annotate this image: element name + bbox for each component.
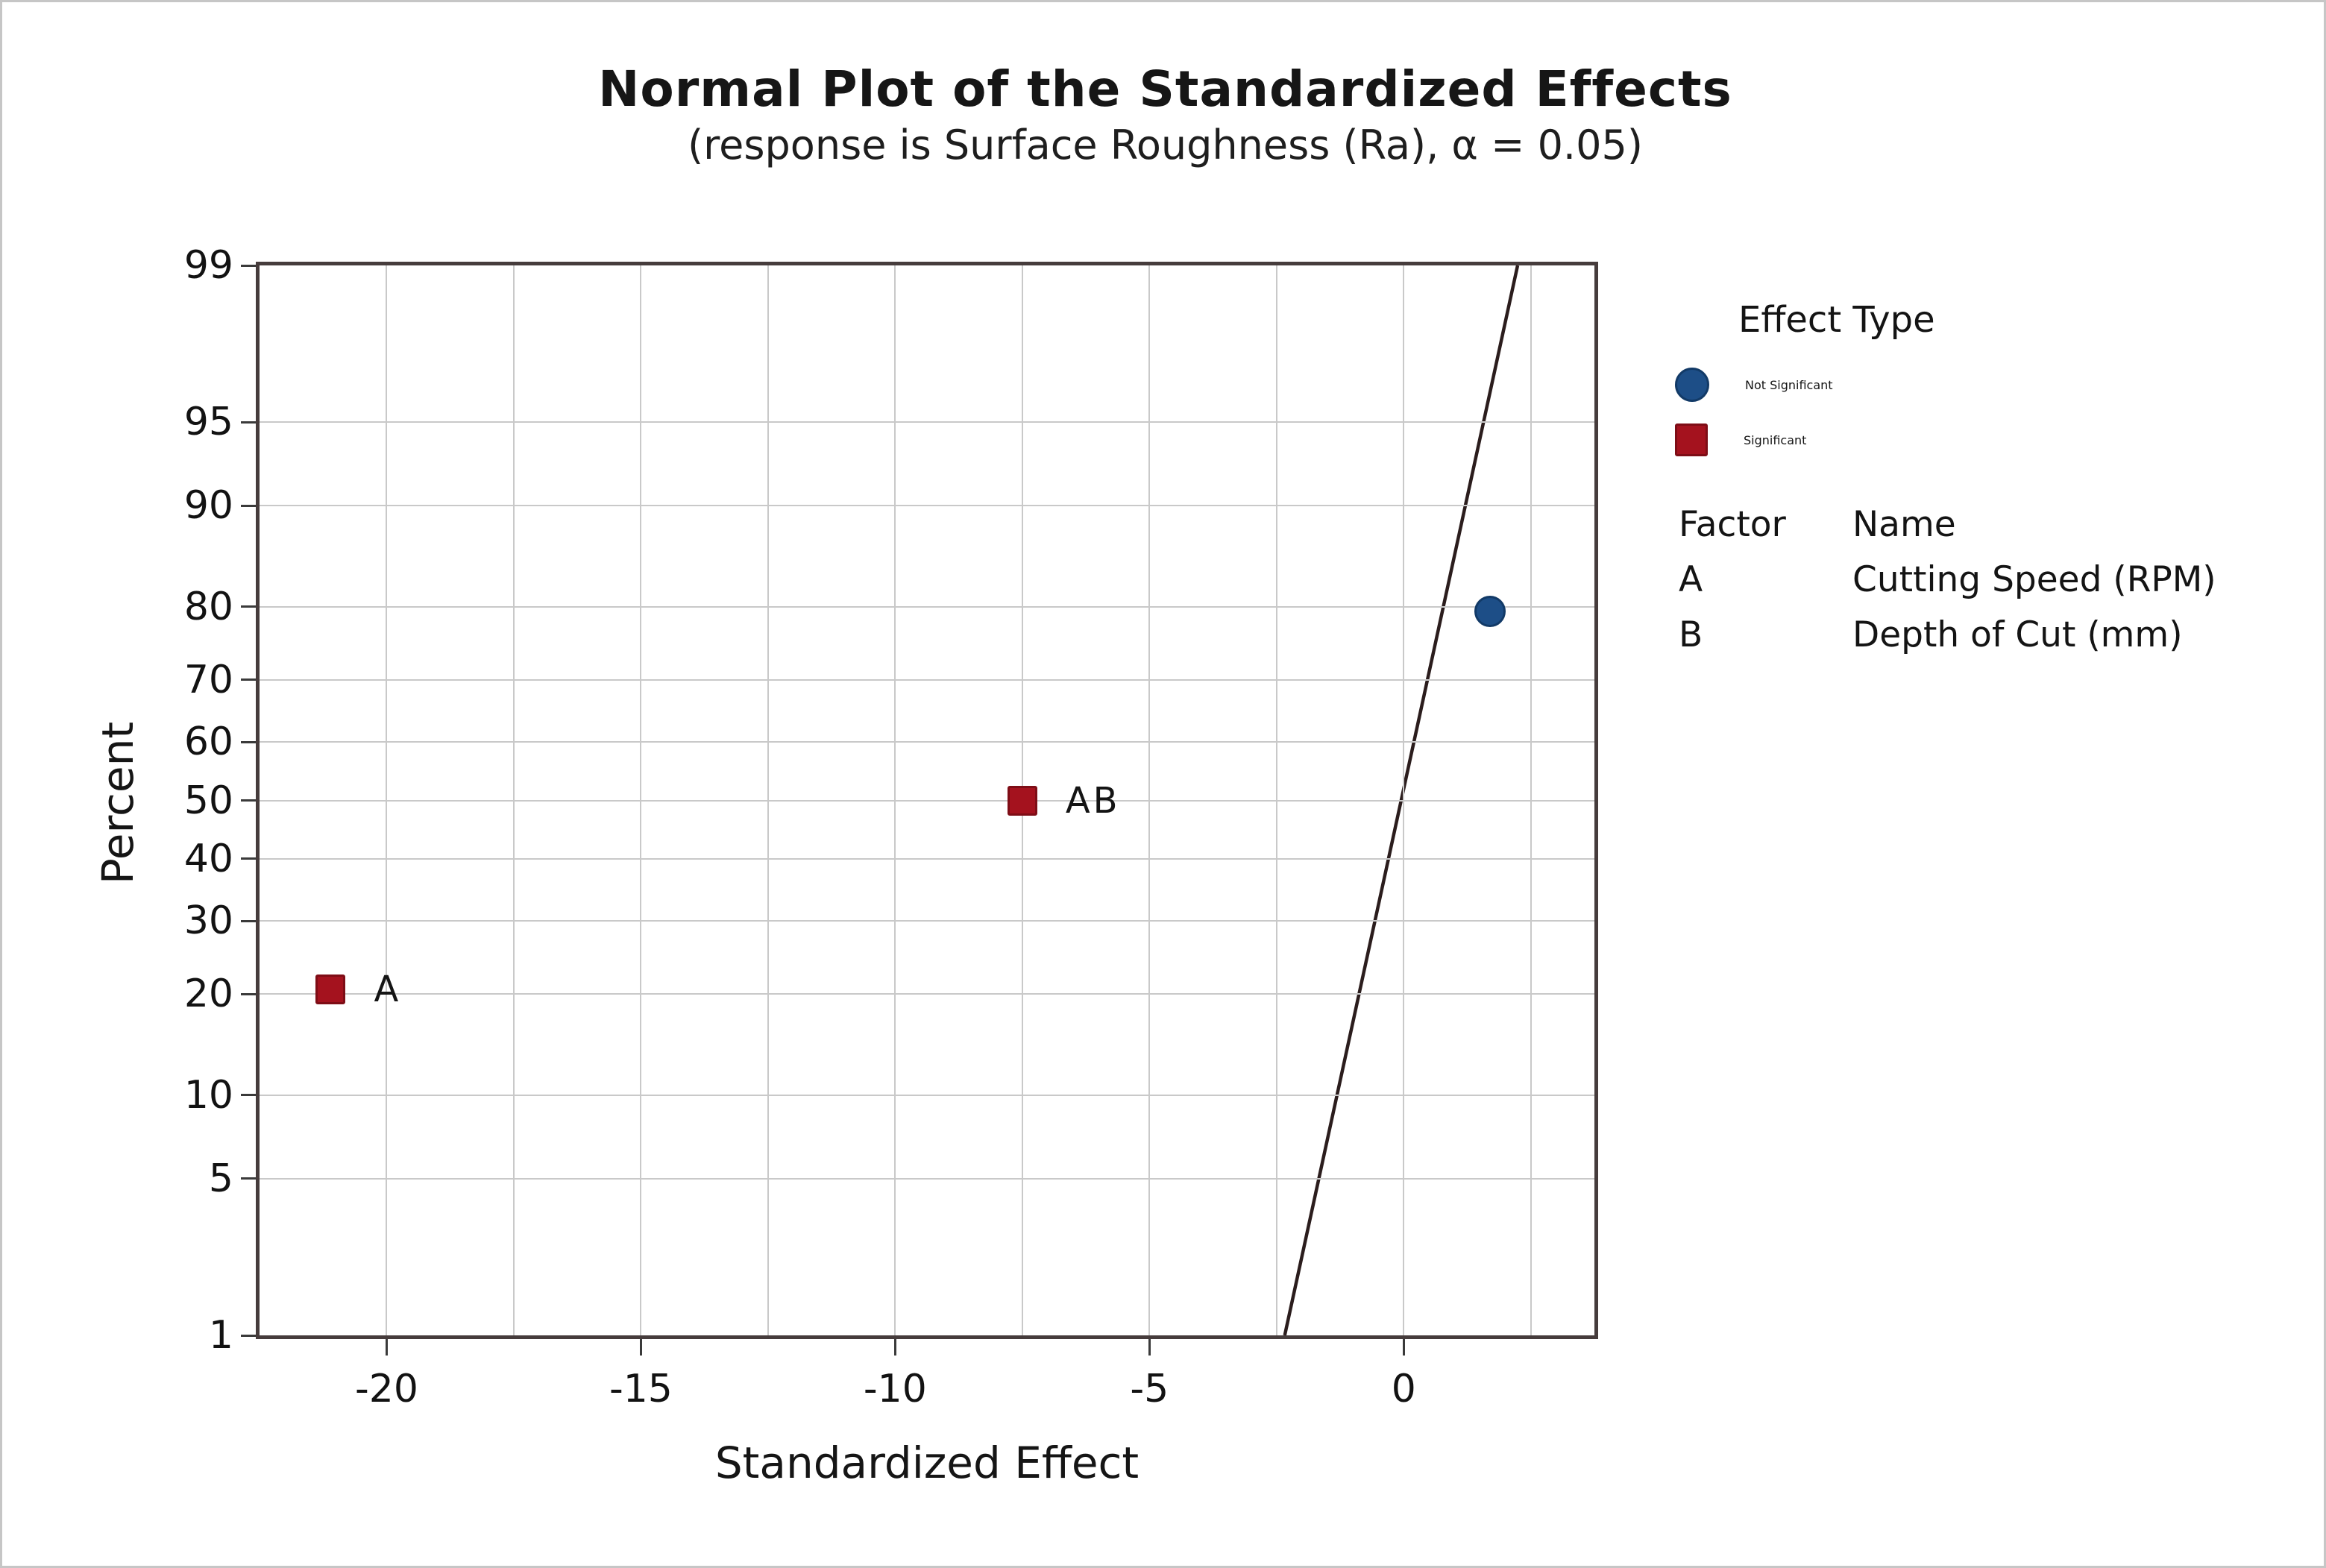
gridline-horizontal: [260, 605, 1594, 608]
x-tick-label: -10: [863, 1367, 927, 1411]
y-tick-label: 10: [183, 1072, 233, 1118]
y-tick-label: 20: [183, 972, 233, 1017]
y-axis-tick: [241, 504, 256, 507]
factor-name: Cutting Speed (RPM): [1852, 558, 2216, 600]
x-axis-tick: [639, 1339, 642, 1356]
plot-area: A AB: [256, 262, 1598, 1339]
gridline-horizontal: [260, 505, 1594, 507]
data-point-not-significant: [1474, 596, 1506, 628]
significant-square-icon: [1675, 424, 1708, 456]
y-axis-tick: [241, 740, 256, 743]
x-axis-label: Standardized Effect: [714, 1438, 1140, 1488]
y-tick-label: 5: [208, 1156, 233, 1201]
chart-title: Normal Plot of the Standardized Effects: [598, 60, 1732, 118]
factor-table-header: Factor Name: [1679, 497, 2216, 552]
y-axis-tick: [241, 992, 256, 995]
factor-code: A: [1679, 558, 1703, 600]
x-tick-label: -15: [609, 1367, 673, 1411]
x-tick-label: -20: [355, 1367, 418, 1411]
legend-title: Effect Type: [1738, 299, 1935, 341]
legend-item-not-significant: Not Significant: [1675, 357, 1935, 412]
legend-item-label: Not Significant: [1745, 377, 1833, 392]
x-axis-tick: [1148, 1339, 1151, 1356]
data-point-AB: [1007, 785, 1037, 816]
gridline-horizontal: [260, 421, 1594, 424]
gridline-horizontal: [260, 1094, 1594, 1096]
gridline-horizontal: [260, 741, 1594, 743]
y-tick-label: 95: [183, 400, 233, 445]
y-axis-tick: [241, 264, 256, 267]
y-axis-tick: [241, 799, 256, 802]
legend-item-label: Significant: [1744, 432, 1807, 447]
factor-table: Factor Name A Cutting Speed (RPM) B Dept…: [1679, 497, 2216, 662]
y-axis-tick: [241, 919, 256, 922]
y-tick-label: 40: [183, 836, 233, 881]
y-axis-tick: [241, 421, 256, 424]
y-axis-tick: [241, 857, 256, 860]
y-tick-label: 90: [183, 483, 233, 529]
gridline-horizontal: [260, 993, 1594, 995]
not-significant-circle-icon: [1675, 368, 1709, 402]
y-axis-tick: [241, 678, 256, 681]
gridline-horizontal: [260, 799, 1594, 802]
name-column-header: Name: [1852, 503, 1956, 545]
y-axis-tick: [241, 1334, 256, 1337]
data-point-A: [315, 974, 346, 1004]
y-tick-label: 80: [183, 584, 233, 629]
y-tick-label: 50: [183, 778, 233, 823]
legend-item-significant: Significant: [1675, 412, 1935, 467]
legend-effect-type: Effect Type Not Significant Significant: [1675, 299, 1935, 467]
gridline-horizontal: [260, 1177, 1594, 1180]
x-axis-tick: [893, 1339, 896, 1356]
chart-subtitle: (response is Surface Roughness (Ra), α =…: [688, 122, 1643, 169]
y-axis-tick: [241, 605, 256, 608]
factor-row-b: B Depth of Cut (mm): [1679, 607, 2216, 662]
gridline-horizontal: [260, 678, 1594, 681]
factor-row-a: A Cutting Speed (RPM): [1679, 552, 2216, 607]
factor-code: B: [1679, 614, 1703, 655]
factor-name: Depth of Cut (mm): [1852, 614, 2183, 655]
y-tick-label: 99: [183, 243, 233, 288]
x-tick-label: 0: [1391, 1367, 1416, 1411]
y-tick-label: 30: [183, 898, 233, 944]
y-tick-label: 1: [208, 1313, 233, 1358]
y-axis-tick: [241, 1177, 256, 1180]
y-tick-label: 70: [183, 657, 233, 702]
gridline-horizontal: [260, 857, 1594, 860]
x-axis-tick: [385, 1339, 388, 1356]
x-tick-label: -5: [1130, 1367, 1169, 1411]
x-axis-tick: [1402, 1339, 1405, 1356]
factor-column-header: Factor: [1679, 503, 1786, 545]
y-tick-label: 60: [183, 720, 233, 765]
point-label: A: [374, 968, 402, 1010]
point-label: AB: [1065, 779, 1121, 822]
y-axis-tick: [241, 1094, 256, 1097]
gridline-horizontal: [260, 920, 1594, 922]
